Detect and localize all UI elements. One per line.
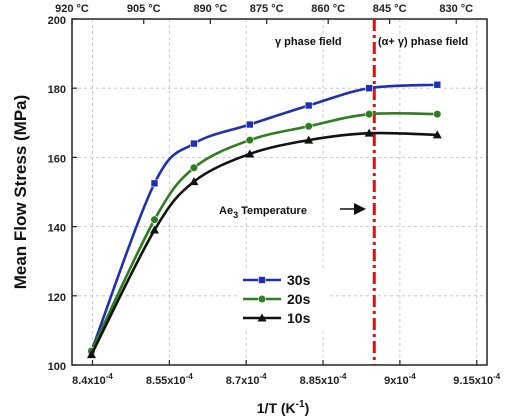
top-tick-label: 890 °C <box>193 3 227 15</box>
data-point-10s <box>245 149 255 158</box>
x-tick-label-base: 8.7x10 <box>226 375 260 387</box>
top-tick-label: 920 °C <box>55 3 89 15</box>
legend-label-10s: 10s <box>287 310 311 326</box>
ae3-sub: 3 <box>233 210 238 220</box>
top-tick-label: 860 °C <box>311 3 345 15</box>
data-point-20s <box>304 122 313 131</box>
data-point-20s <box>150 215 159 224</box>
ae3-temperature-label: Ae3 Temperature <box>219 205 307 220</box>
x-tick-label-exp: -4 <box>339 372 347 381</box>
y-tick-label: 100 <box>48 361 66 373</box>
top-axis: 920 °C 905 °C 890 °C 875 °C 860 °C 845 °C 830 … <box>55 3 473 24</box>
series-group <box>86 80 442 359</box>
x-axis-title-end: ) <box>305 400 310 416</box>
top-tick-label: 905 °C <box>127 3 161 15</box>
top-tick-label: 830 °C <box>439 3 473 15</box>
legend-label-20s: 20s <box>287 291 311 307</box>
data-point-30s <box>190 139 198 148</box>
x-tick-label-exp: -4 <box>493 372 501 381</box>
x-tick-label: 8.55x10-4 <box>146 372 193 387</box>
x-tick-label-base: 8.4x10 <box>72 375 106 387</box>
data-point-10s <box>432 130 442 139</box>
data-point-10s <box>86 350 96 359</box>
x-axis-title-sup: -1 <box>296 399 305 410</box>
x-tick-label: 8.7x10-4 <box>226 372 267 387</box>
y-tick-label: 120 <box>48 292 66 304</box>
plot-frame <box>71 18 488 366</box>
x-tick-label-base: 9.15x10 <box>453 375 493 387</box>
x-axis-title: 1/T (K-1) <box>257 399 309 416</box>
legend-swatch-marker-10s <box>257 313 267 322</box>
x-tick-label: 8.4x10-4 <box>72 372 113 387</box>
x-tick-label-base: 9x10 <box>384 375 408 387</box>
top-tick-label: 875 °C <box>250 3 284 15</box>
y-axis-title: Mean Flow Stress (MPa) <box>11 95 30 290</box>
data-point-10s <box>304 135 314 144</box>
y-tick-label: 140 <box>48 223 66 235</box>
data-point-30s <box>150 179 159 188</box>
x-tick-label-base: 8.85x10 <box>300 375 340 387</box>
axis-ticks: 8.4x10-4 8.55x10-4 8.7x10-4 8.85x10-4 9x10-4… <box>48 15 501 387</box>
data-point-20s <box>189 163 199 172</box>
x-tick-label-exp: -4 <box>106 372 114 381</box>
y-tick-label: 160 <box>48 153 66 165</box>
y-tick-label: 200 <box>48 15 66 27</box>
data-point-20s <box>433 110 442 119</box>
data-point-30s <box>433 80 442 89</box>
data-point-10s <box>189 177 199 186</box>
legend-swatch-marker-30s <box>258 276 266 284</box>
top-tick-label: 845 °C <box>373 3 407 15</box>
legend-swatch-marker-20s <box>257 294 267 304</box>
data-point-20s <box>245 136 254 145</box>
x-axis-title-main: 1/T (K <box>257 400 296 416</box>
x-tick-label: 9.15x10-4 <box>453 372 500 387</box>
data-point-30s <box>245 120 254 129</box>
x-tick-label: 9x10-4 <box>384 372 416 387</box>
alpha-gamma-phase-field-label: (α+ γ) phase field <box>378 36 468 48</box>
data-point-30s <box>365 84 373 92</box>
x-tick-label-exp: -4 <box>259 372 267 381</box>
ae3-rest: Temperature <box>238 205 307 217</box>
data-point-30s <box>304 101 313 110</box>
x-tick-label-exp: -4 <box>409 372 417 381</box>
ae3-main: Ae <box>219 205 233 217</box>
x-tick-label: 8.85x10-4 <box>300 372 347 387</box>
x-tick-label-base: 8.55x10 <box>146 375 186 387</box>
legend-label-30s: 30s <box>287 272 311 288</box>
data-point-20s <box>365 110 374 119</box>
x-tick-label-exp: -4 <box>186 372 194 381</box>
data-point-10s <box>149 225 159 234</box>
legend: 30s 20s 10s <box>238 268 328 328</box>
y-tick-label: 180 <box>48 84 66 96</box>
data-point-10s <box>364 128 374 137</box>
gamma-phase-field-label: γ phase field <box>275 36 342 48</box>
